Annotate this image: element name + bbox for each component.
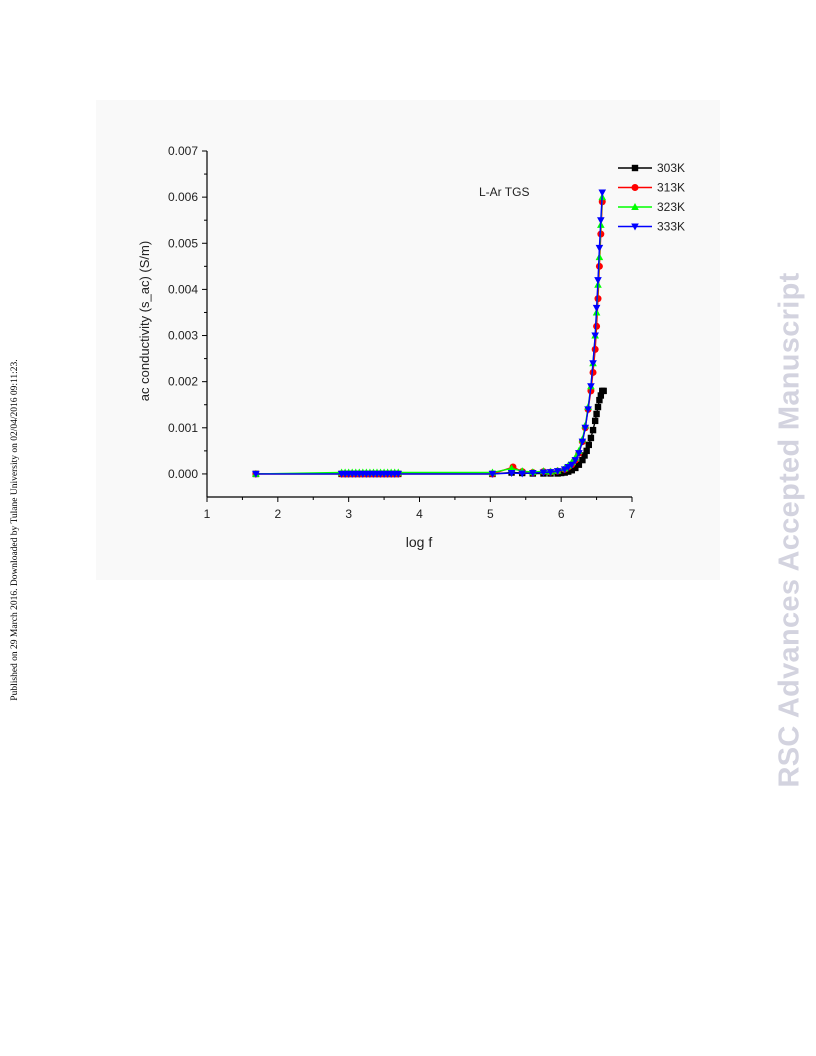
data-point-333k [594, 277, 602, 285]
data-point-333k [507, 470, 516, 478]
legend-marker-313k [631, 184, 639, 191]
x-tick-label: 1 [204, 507, 211, 521]
y-tick-label: 0.000 [168, 467, 198, 481]
legend-item-333k: 333K [618, 220, 685, 234]
legend-item-303k: 303K [618, 161, 685, 175]
data-point-333k [539, 469, 548, 477]
data-point-303k [572, 464, 579, 472]
legend-marker-303k [631, 164, 639, 172]
data-point-333k [587, 383, 595, 391]
data-point-333k [578, 438, 587, 446]
data-point-333k [581, 424, 590, 432]
data-point-333k [560, 466, 569, 474]
y-tick-label: 0.007 [168, 144, 198, 158]
series-line-323k [255, 197, 603, 475]
data-point-303k [565, 468, 572, 475]
y-axis-label: ac conductivity (s_ac) (S/m) [137, 241, 152, 401]
data-point-333k [394, 470, 403, 478]
legend-label-333k: 333K [657, 220, 685, 234]
conductivity-chart: 1 2 3 4 5 6 7 0.000 0.001 0.002 0.003 0.004 0.005 0.0… [137, 144, 685, 550]
legend-item-323k: 323K [618, 200, 685, 214]
data-point-313k [593, 322, 601, 330]
data-point-333k [598, 189, 607, 197]
data-point-333k [488, 470, 497, 478]
data-point-333k [564, 464, 573, 472]
data-point-333k [529, 470, 537, 478]
data-point-333k [567, 461, 576, 469]
x-tick-label: 6 [558, 507, 565, 521]
accepted-manuscript-watermark: RSC Advances Accepted Manuscript [773, 272, 806, 788]
data-point-333k [252, 470, 260, 478]
data-point-303k [587, 434, 595, 442]
y-tick-label: 0.002 [168, 375, 198, 389]
x-tick-label: 7 [629, 507, 636, 521]
series-line-303k [255, 390, 604, 475]
data-point-313k [589, 368, 597, 376]
legend-label-323k: 323K [657, 200, 685, 214]
series-303k [252, 387, 607, 478]
data-point-333k [575, 450, 583, 458]
data-point-333k [571, 457, 580, 465]
series-323k [252, 193, 607, 477]
data-point-303k [596, 396, 603, 404]
data-point-303k [591, 417, 599, 425]
data-point-323k [507, 464, 516, 472]
data-point-303k [579, 456, 586, 464]
legend-item-313k: 313K [618, 181, 685, 195]
data-point-303k [575, 461, 583, 468]
y-tick-label: 0.004 [168, 282, 198, 296]
series-line-333k [255, 192, 603, 475]
data-point-333k [595, 244, 604, 252]
y-tick-label: 0.001 [168, 421, 198, 435]
data-point-303k [600, 387, 607, 395]
data-point-333k [584, 406, 592, 414]
data-point-333k [553, 468, 562, 476]
data-point-333k [597, 217, 605, 225]
data-point-303k [589, 426, 597, 434]
x-tick-label: 3 [345, 507, 352, 521]
publication-note: Published on 29 March 2016. Downloaded b… [10, 359, 20, 701]
chart-annotation: L-Ar TGS [479, 185, 529, 199]
y-tick-label: 0.006 [168, 190, 198, 204]
data-point-303k [593, 410, 600, 418]
data-point-333k [589, 360, 597, 368]
data-point-303k [568, 467, 575, 474]
x-axis-label: log f [406, 534, 433, 550]
legend-marker-333k [631, 223, 639, 231]
data-point-303k [594, 403, 602, 411]
chart-legend: 303K 313K 323K 333K [618, 161, 685, 234]
x-tick-label: 2 [274, 507, 281, 521]
legend-label-313k: 313K [657, 181, 685, 195]
data-point-303k [583, 447, 590, 455]
y-tick-label: 0.003 [168, 329, 198, 343]
chart-series [252, 189, 607, 478]
data-point-303k [581, 452, 588, 459]
legend-label-303k: 303K [657, 161, 685, 175]
data-point-333k [518, 470, 527, 478]
x-tick-label: 4 [416, 507, 423, 521]
data-point-303k [597, 392, 605, 399]
figure-panel: 1 2 3 4 5 6 7 0.000 0.001 0.002 0.003 0.004 0.005 0.0… [96, 100, 720, 580]
data-point-313k [591, 345, 599, 353]
y-tick-label: 0.005 [168, 236, 198, 250]
series-line-313k [255, 201, 603, 475]
chart-axes: 1 2 3 4 5 6 7 0.000 0.001 0.002 0.003 0.004 0.005 0.0… [168, 144, 636, 521]
data-point-303k [557, 469, 565, 477]
data-point-333k [546, 469, 555, 477]
x-tick-label: 5 [487, 507, 494, 521]
data-point-333k [592, 304, 601, 312]
series-333k [252, 189, 607, 478]
data-point-303k [585, 441, 592, 449]
series-313k [252, 198, 606, 478]
data-point-333k [591, 332, 599, 340]
legend-marker-323k [631, 203, 639, 210]
